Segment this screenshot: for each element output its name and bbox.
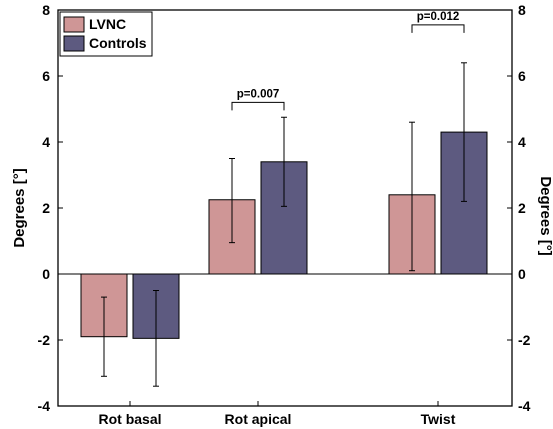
y-tick-label-left: 4 bbox=[42, 134, 50, 150]
y-tick-label-left: 2 bbox=[42, 200, 50, 216]
y-tick-label-left: 0 bbox=[42, 266, 50, 282]
y-tick-label-left: 6 bbox=[42, 68, 50, 84]
y-tick-label-left: 8 bbox=[42, 2, 50, 18]
legend-label-lvnc: LVNC bbox=[89, 16, 126, 32]
legend-swatch-controls bbox=[63, 35, 85, 52]
significance-bracket bbox=[231, 101, 285, 111]
legend-swatch-lvnc bbox=[63, 16, 85, 33]
y-tick-label-left: -2 bbox=[38, 332, 51, 348]
y-tick-label-right: 6 bbox=[518, 68, 526, 84]
p-value-annotation: p=0.012 bbox=[417, 11, 460, 23]
y-tick-label-right: 8 bbox=[518, 2, 526, 18]
y-tick-label-left: -4 bbox=[38, 398, 51, 414]
x-category-label: Rot basal bbox=[98, 411, 161, 427]
y-tick-label-right: -4 bbox=[518, 398, 531, 414]
y-tick-label-right: 0 bbox=[518, 266, 526, 282]
p-value-annotation: p=0.007 bbox=[237, 88, 280, 100]
y-tick-label-right: 4 bbox=[518, 134, 526, 150]
x-category-label: Rot apical bbox=[225, 411, 292, 427]
y-tick-label-right: -2 bbox=[518, 332, 531, 348]
y-axis-title-left: Degrees [°] bbox=[11, 168, 28, 247]
y-axis-title-right: Degrees [°] bbox=[537, 176, 553, 255]
x-category-label: Twist bbox=[421, 411, 456, 427]
y-tick-label-right: 2 bbox=[518, 200, 526, 216]
significance-bracket bbox=[411, 24, 465, 33]
legend-label-controls: Controls bbox=[89, 35, 147, 51]
